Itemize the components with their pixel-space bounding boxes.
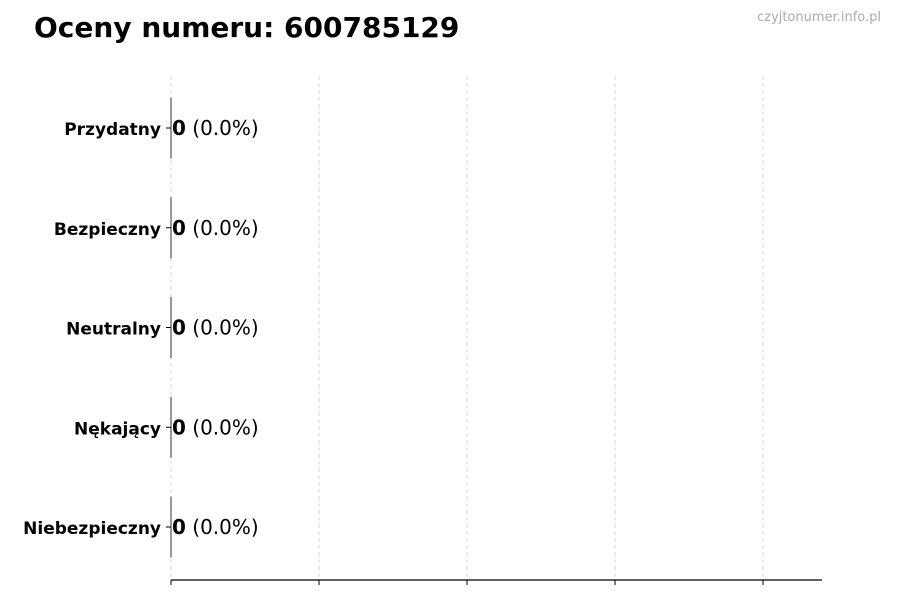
data-label: 0 (0.0%): [172, 216, 259, 240]
data-label-count: 0: [172, 216, 186, 240]
data-label-count: 0: [172, 316, 186, 340]
data-label-count: 0: [172, 415, 186, 439]
data-label: 0 (0.0%): [172, 415, 259, 439]
chart-title: Oceny numeru: 600785129: [34, 11, 460, 44]
category-label: Bezpieczny: [54, 220, 161, 240]
data-label-percent: (0.0%): [186, 415, 259, 439]
category-label: Niebezpieczny: [23, 519, 161, 539]
category-label: Neutralny: [66, 320, 161, 340]
watermark: czyjtonumer.info.pl: [757, 10, 881, 25]
data-label-percent: (0.0%): [186, 216, 259, 240]
data-label: 0 (0.0%): [172, 515, 259, 539]
data-label-percent: (0.0%): [186, 316, 259, 340]
category-label: Przydatny: [64, 120, 161, 140]
data-label-count: 0: [172, 116, 186, 140]
category-label: Nękający: [74, 419, 161, 439]
data-label-count: 0: [172, 515, 186, 539]
data-label-percent: (0.0%): [186, 116, 259, 140]
data-label: 0 (0.0%): [172, 316, 259, 340]
data-label: 0 (0.0%): [172, 116, 259, 140]
data-label-percent: (0.0%): [186, 515, 259, 539]
